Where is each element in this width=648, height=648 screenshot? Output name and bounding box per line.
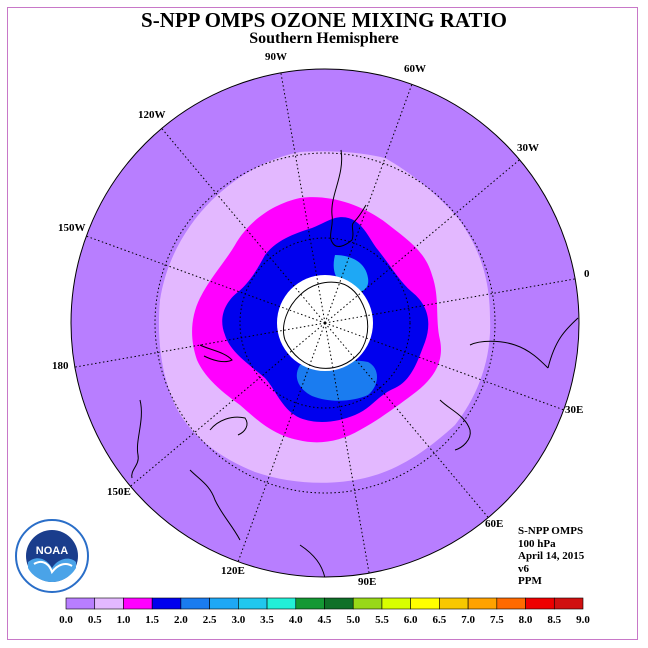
latitude-circle (154, 152, 496, 494)
legend-tick-label: 2.5 (203, 614, 217, 626)
legend-swatch (65, 597, 96, 610)
lon-label-120w: 120W (138, 109, 166, 121)
legend-swatch (123, 597, 153, 610)
lon-label-180: 180 (52, 360, 69, 372)
noaa-logo: NOAA (15, 519, 89, 593)
legend-tick-label: 4.5 (318, 614, 332, 626)
legend-swatch (381, 597, 411, 610)
legend-tick-label: 7.5 (490, 614, 504, 626)
legend-swatch (209, 597, 239, 610)
legend-tick-label: 6.5 (433, 614, 447, 626)
legend-swatch (324, 597, 354, 610)
legend-tick-label: 1.5 (145, 614, 159, 626)
legend-tick-label: 3.5 (260, 614, 274, 626)
color-legend: 0.0 0.5 1.0 1.5 2.0 2.5 3.0 3.5 4.0 4.5 5.0 5.5 6.0 6… (59, 597, 590, 626)
info-level: 100 hPa (518, 537, 556, 550)
legend-swatch (439, 597, 469, 610)
lon-label-60w: 60W (404, 63, 426, 75)
graticule (74, 72, 576, 574)
legend-tick-label: 0.0 (59, 614, 73, 626)
legend-tick-label: 5.0 (346, 614, 360, 626)
legend-swatch (94, 597, 124, 610)
legend-swatch (525, 597, 555, 610)
legend-swatch (151, 597, 182, 610)
legend-tick-label: 8.0 (519, 614, 533, 626)
plot-frame (7, 7, 638, 640)
lon-label-150w: 150W (58, 222, 86, 234)
legend-tick-label: 2.0 (174, 614, 188, 626)
map-boundary (70, 68, 580, 578)
latitude-circle (239, 237, 411, 409)
info-version: v6 (518, 562, 529, 575)
legend-swatch (553, 597, 584, 610)
lon-label-120e: 120E (221, 565, 245, 577)
lon-label-90w: 90W (265, 51, 287, 63)
info-instrument: S-NPP OMPS (518, 525, 584, 537)
ozone-contour-2-0 (296, 360, 377, 401)
lon-label-60e: 60E (485, 518, 504, 530)
info-block: S-NPP OMPS 100 hPa April 14, 2015 v6 PPM (518, 525, 584, 588)
lon-label-90e: 90E (358, 576, 377, 588)
legend-swatch (238, 597, 268, 610)
info-date: April 14, 2015 (518, 550, 585, 562)
legend-tick-label: 1.0 (117, 614, 131, 626)
map-subtitle: Southern Hemisphere (249, 30, 399, 47)
info-units: PPM (518, 575, 542, 587)
legend-swatch (180, 597, 210, 610)
legend-swatch (295, 597, 325, 610)
legend-tick-label: 7.0 (461, 614, 475, 626)
legend-tick-label: 4.0 (289, 614, 303, 626)
legend-swatch (410, 597, 440, 610)
legend-tick-label: 0.5 (88, 614, 102, 626)
lon-label-30w: 30W (517, 142, 539, 154)
legend-tick-label: 9.0 (576, 614, 590, 626)
legend-swatch (467, 597, 498, 610)
logo-text: NOAA (36, 545, 68, 557)
lon-label-0: 0 (584, 268, 590, 280)
legend-tick-label: 5.5 (375, 614, 389, 626)
lon-label-150e: 150E (107, 486, 131, 498)
coastlines (131, 149, 579, 577)
legend-swatch (352, 597, 383, 610)
legend-swatch (496, 597, 526, 610)
legend-tick-label: 8.5 (547, 614, 561, 626)
legend-swatch (266, 597, 297, 610)
legend-tick-label: 3.0 (231, 614, 245, 626)
map-title: S-NPP OMPS OZONE MIXING RATIO (141, 8, 507, 32)
legend-tick-label: 6.0 (404, 614, 418, 626)
lon-label-30e: 30E (565, 404, 584, 416)
